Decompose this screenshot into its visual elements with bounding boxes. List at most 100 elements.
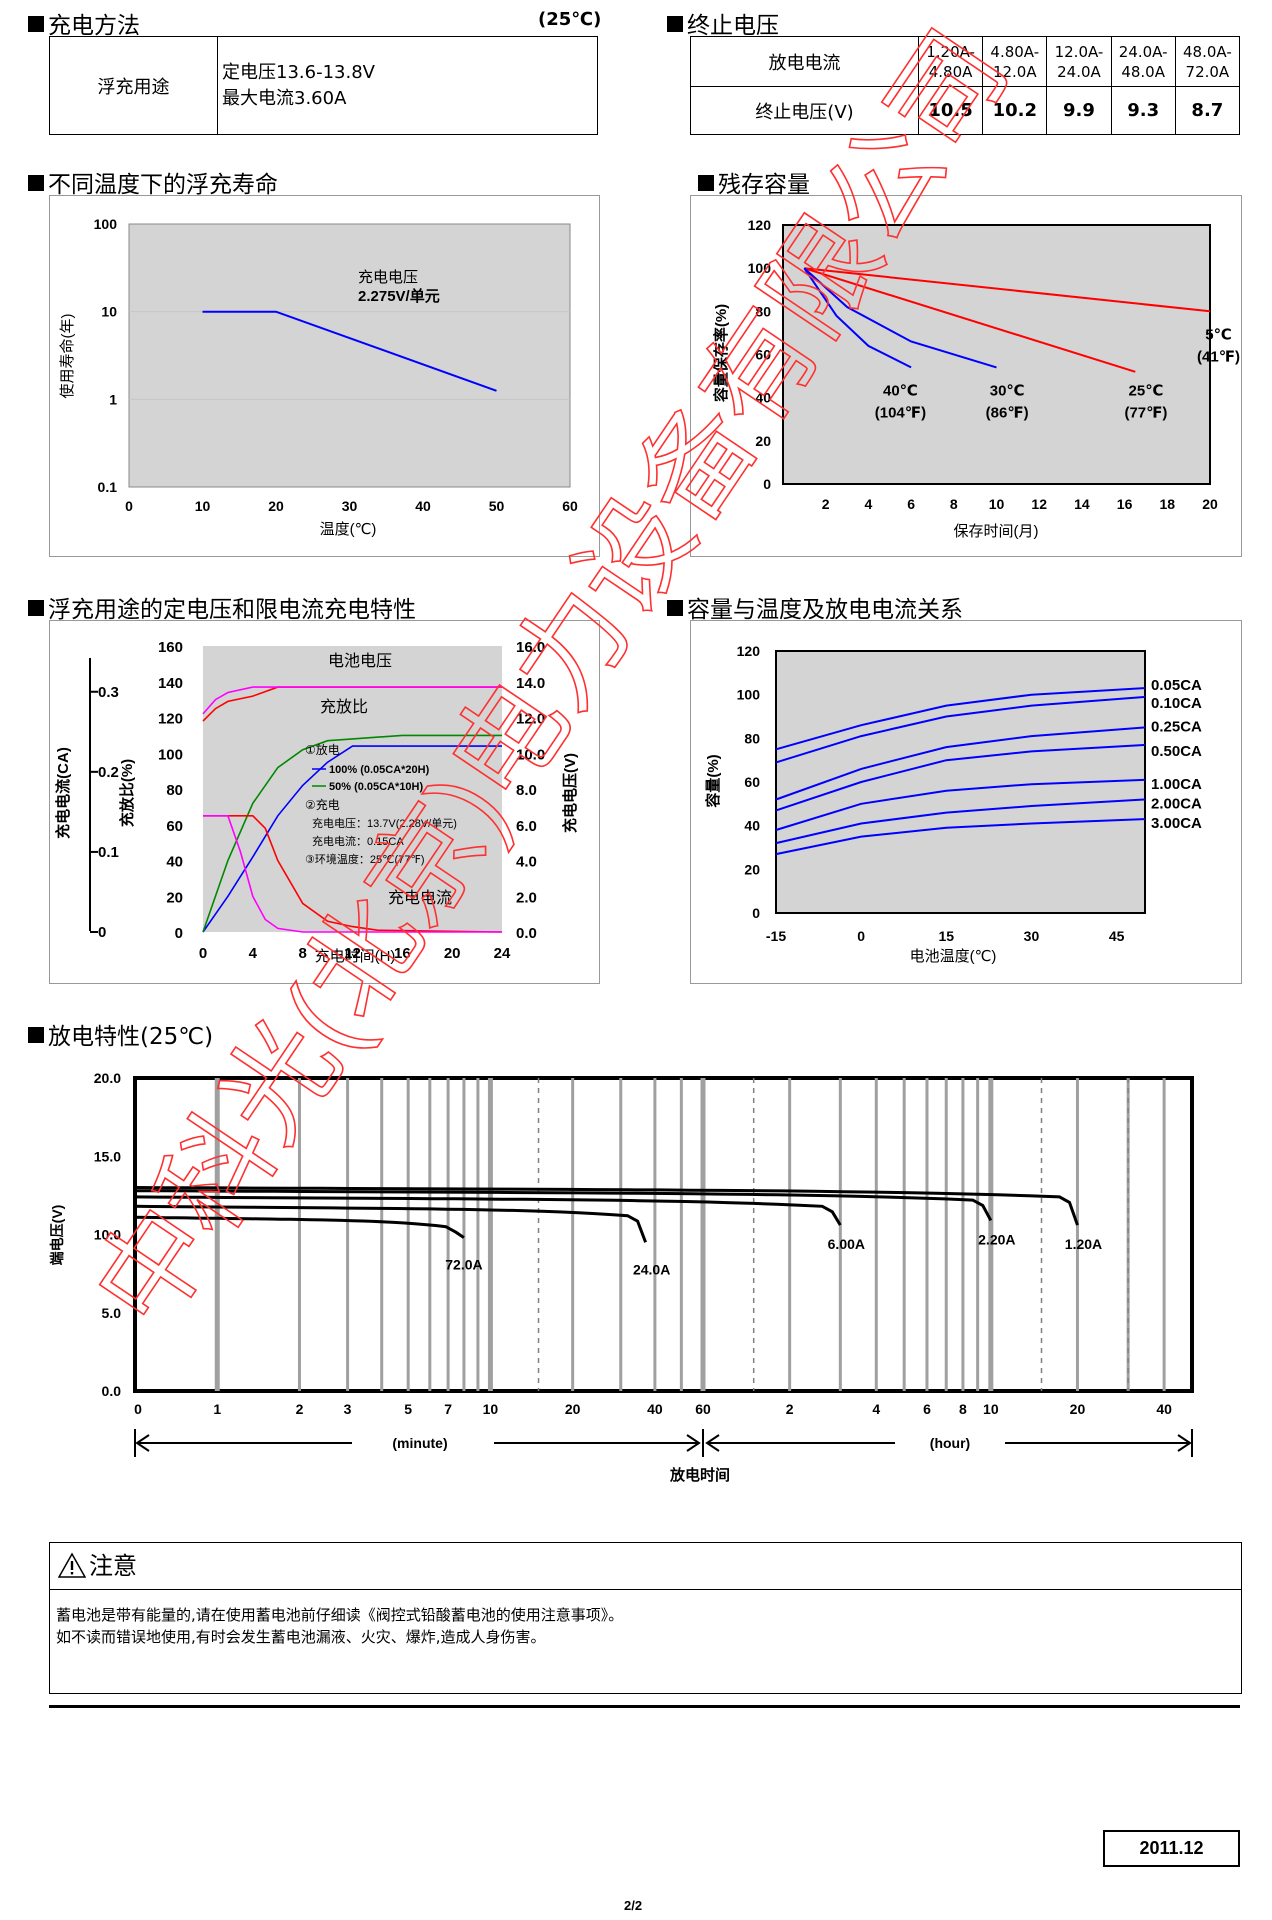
range-from: 1.20A- xyxy=(926,42,975,61)
x-tick-label: 1 xyxy=(213,1401,221,1417)
range-from: 48.0A- xyxy=(1183,42,1232,61)
discharge-curve-label: 2.20A xyxy=(978,1231,1015,1247)
discharge-curve xyxy=(134,1204,648,1243)
series-label: 25℃ xyxy=(1129,383,1164,400)
y-tick-label: 0 xyxy=(175,925,183,942)
cutoff-voltage-value: 8.7 xyxy=(1174,86,1241,135)
capacity-temperature-panel: -15 0 15 30 45 120 100 80 60 40 20 0 0.05CA 0.10CA 0.… xyxy=(690,620,1242,984)
page-number: 2/2 xyxy=(624,1898,643,1913)
series-label: 1.00CA xyxy=(1151,776,1202,793)
x-tick-label: 14 xyxy=(1074,496,1090,512)
x-tick-label: 30 xyxy=(342,498,358,514)
life-series-line xyxy=(202,310,497,392)
y-tick-label: 120 xyxy=(748,217,772,233)
residual-capacity-panel: 2 4 6 8 10 12 14 16 18 20 120 100 80 60 40 20 0 5℃ (41℉) 2… xyxy=(690,195,1242,557)
x-tick-label: 0 xyxy=(857,928,865,944)
capacity-series-line xyxy=(803,267,997,369)
x-tick-label: 10 xyxy=(195,498,211,514)
y-tick-label: 100 xyxy=(737,687,761,703)
y-right-tick-label: 0.0 xyxy=(516,925,537,942)
capacity-temperature-title-text: 容量与温度及放电电流关系 xyxy=(687,597,963,623)
x-tick-label: 24 xyxy=(494,945,511,962)
capacity-series-line xyxy=(803,267,912,369)
x-tick-label: 12 xyxy=(1031,496,1047,512)
x-tick-label: 50 xyxy=(489,498,505,514)
y-tick-label: 40 xyxy=(755,390,771,406)
x-axis-label: 温度(℃) xyxy=(320,521,377,538)
capacity-temp-series-line xyxy=(775,778,1146,831)
y-tick-label: 0.1 xyxy=(98,479,118,495)
capacity-series-line xyxy=(804,267,1211,313)
range-from: 4.80A- xyxy=(990,42,1040,61)
x-tick-label: 15 xyxy=(939,928,955,944)
y-tick-label: 10 xyxy=(101,304,117,320)
x-tick-label: 18 xyxy=(1160,496,1176,512)
battery-voltage-label: 电池电压 xyxy=(328,652,392,670)
x-tick-label: 10 xyxy=(983,1401,999,1417)
arrow-head xyxy=(1177,1434,1192,1452)
y-axis-label: 端电压(V) xyxy=(49,1205,65,1266)
y-axis-label: 使用寿命(年) xyxy=(58,314,76,399)
outer-tick-label: 0.2 xyxy=(98,764,119,781)
charge-series-line xyxy=(203,815,502,933)
discharge-characteristic-chart: 20.0 15.0 10.0 5.0 0.0 0 1 2 3 5 7 10 20 40 60 2 4 6 8 10 20… xyxy=(49,1070,1194,1484)
y-tick-label: 40 xyxy=(166,854,183,871)
arrow-head xyxy=(705,1434,720,1452)
y-tick-label: 80 xyxy=(744,730,760,746)
x-tick-label: 40 xyxy=(1156,1401,1172,1417)
y-tick-label: 20 xyxy=(744,861,760,877)
annotation-line1: 充电电压 xyxy=(358,269,418,286)
cutoff-voltage-title: 终止电压 xyxy=(667,6,779,40)
cutoff-voltage-value: 10.2 xyxy=(982,86,1048,135)
x-tick-label: 20 xyxy=(1202,496,1218,512)
x-axis-label: 电池温度(℃) xyxy=(910,948,997,965)
x-tick-label: 8 xyxy=(959,1401,967,1417)
x-tick-label: 20 xyxy=(565,1401,581,1417)
charge-characteristic-chart: 0 4 8 12 16 20 24 160 140 120 100 80 60 40 20 0 16.0 14.0… xyxy=(54,639,579,965)
capacity-temp-series-line xyxy=(775,743,1146,812)
series-label: 5℃ xyxy=(1205,326,1232,343)
charge-current-label: 充电电流 xyxy=(388,889,452,907)
charge-current-text: 最大电流3.60A xyxy=(222,87,347,109)
y-tick-label: 40 xyxy=(744,818,760,834)
charge-characteristic-title-text: 浮充用途的定电压和限电流充电特性 xyxy=(48,597,416,623)
minute-unit: (minute) xyxy=(392,1435,447,1451)
series-label: (41℉) xyxy=(1197,348,1240,365)
residual-capacity-title-text: 残存容量 xyxy=(718,172,810,198)
charge-series-line xyxy=(202,745,502,933)
x-tick-label: 8 xyxy=(950,496,958,512)
range-from: 24.0A- xyxy=(1118,42,1168,61)
series-label: 0.50CA xyxy=(1151,743,1202,760)
x-tick-label: 40 xyxy=(415,498,431,514)
range-from: 12.0A- xyxy=(1054,42,1104,61)
x-tick-label: 0 xyxy=(134,1401,142,1417)
x-tick-label: -15 xyxy=(766,928,786,944)
series-label: 3.00CA xyxy=(1151,815,1202,832)
cutoff-voltage-table: 放电电流 1.20A- 4.80A 4.80A- 12.0A 12.0A- 24.0A… xyxy=(690,36,1241,135)
warning-icon xyxy=(57,1547,87,1593)
cutoff-voltage-value: 9.3 xyxy=(1110,86,1176,135)
hour-unit: (hour) xyxy=(930,1435,970,1451)
range-to: 4.80A xyxy=(928,62,973,81)
x-tick-label: 20 xyxy=(268,498,284,514)
discharge-curve-label: 72.0A xyxy=(445,1257,482,1273)
y-tick-label: 5.0 xyxy=(102,1305,122,1321)
x-tick-label: 12 xyxy=(344,945,361,962)
x-tick-label: 60 xyxy=(562,498,578,514)
range-cell: 24.0A- 48.0A xyxy=(1110,36,1176,87)
charging-temp-label: (25℃) xyxy=(538,9,602,30)
y-tick-label: 140 xyxy=(158,675,183,692)
notice-body: 蓄电池是带有能量的,请在使用蓄电池前仔细读《阀控式铅酸蓄电池的使用注意事项》。 … xyxy=(50,1590,1241,1662)
outer-tick-label: 0 xyxy=(98,924,106,941)
arrow-head xyxy=(686,1434,701,1452)
series-label: 2.00CA xyxy=(1151,795,1202,812)
legend-50: 50% (0.05CA*10H) xyxy=(329,781,423,793)
float-life-title: 不同温度下的浮充寿命 xyxy=(28,165,278,199)
discharge-curve-label: 6.00A xyxy=(828,1236,865,1252)
series-label: 0.05CA xyxy=(1151,677,1202,694)
y-right-tick-label: 12.0 xyxy=(516,711,545,728)
y-tick-label: 80 xyxy=(755,303,771,319)
capacity-temperature-title: 容量与温度及放电电流关系 xyxy=(667,590,963,624)
charging-method-title: 充电方法 xyxy=(28,6,140,40)
notice-title: 注意 xyxy=(89,1552,137,1580)
